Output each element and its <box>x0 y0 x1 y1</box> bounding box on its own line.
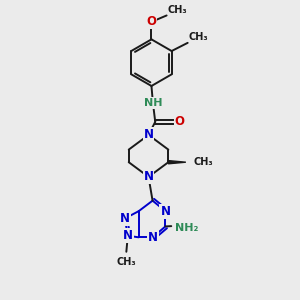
Text: CH₃: CH₃ <box>167 4 187 15</box>
Text: N: N <box>160 205 170 218</box>
Text: NH₂: NH₂ <box>175 223 199 233</box>
Text: CH₃: CH₃ <box>188 32 208 42</box>
Text: O: O <box>146 15 157 28</box>
Text: N: N <box>143 128 154 141</box>
Polygon shape <box>168 160 186 164</box>
Text: N: N <box>120 212 130 225</box>
Text: CH₃: CH₃ <box>193 157 213 167</box>
Text: CH₃: CH₃ <box>116 257 136 267</box>
Text: N: N <box>123 229 133 242</box>
Text: O: O <box>175 115 185 128</box>
Text: NH: NH <box>144 98 162 108</box>
Text: N: N <box>143 170 154 183</box>
Text: N: N <box>148 231 158 244</box>
